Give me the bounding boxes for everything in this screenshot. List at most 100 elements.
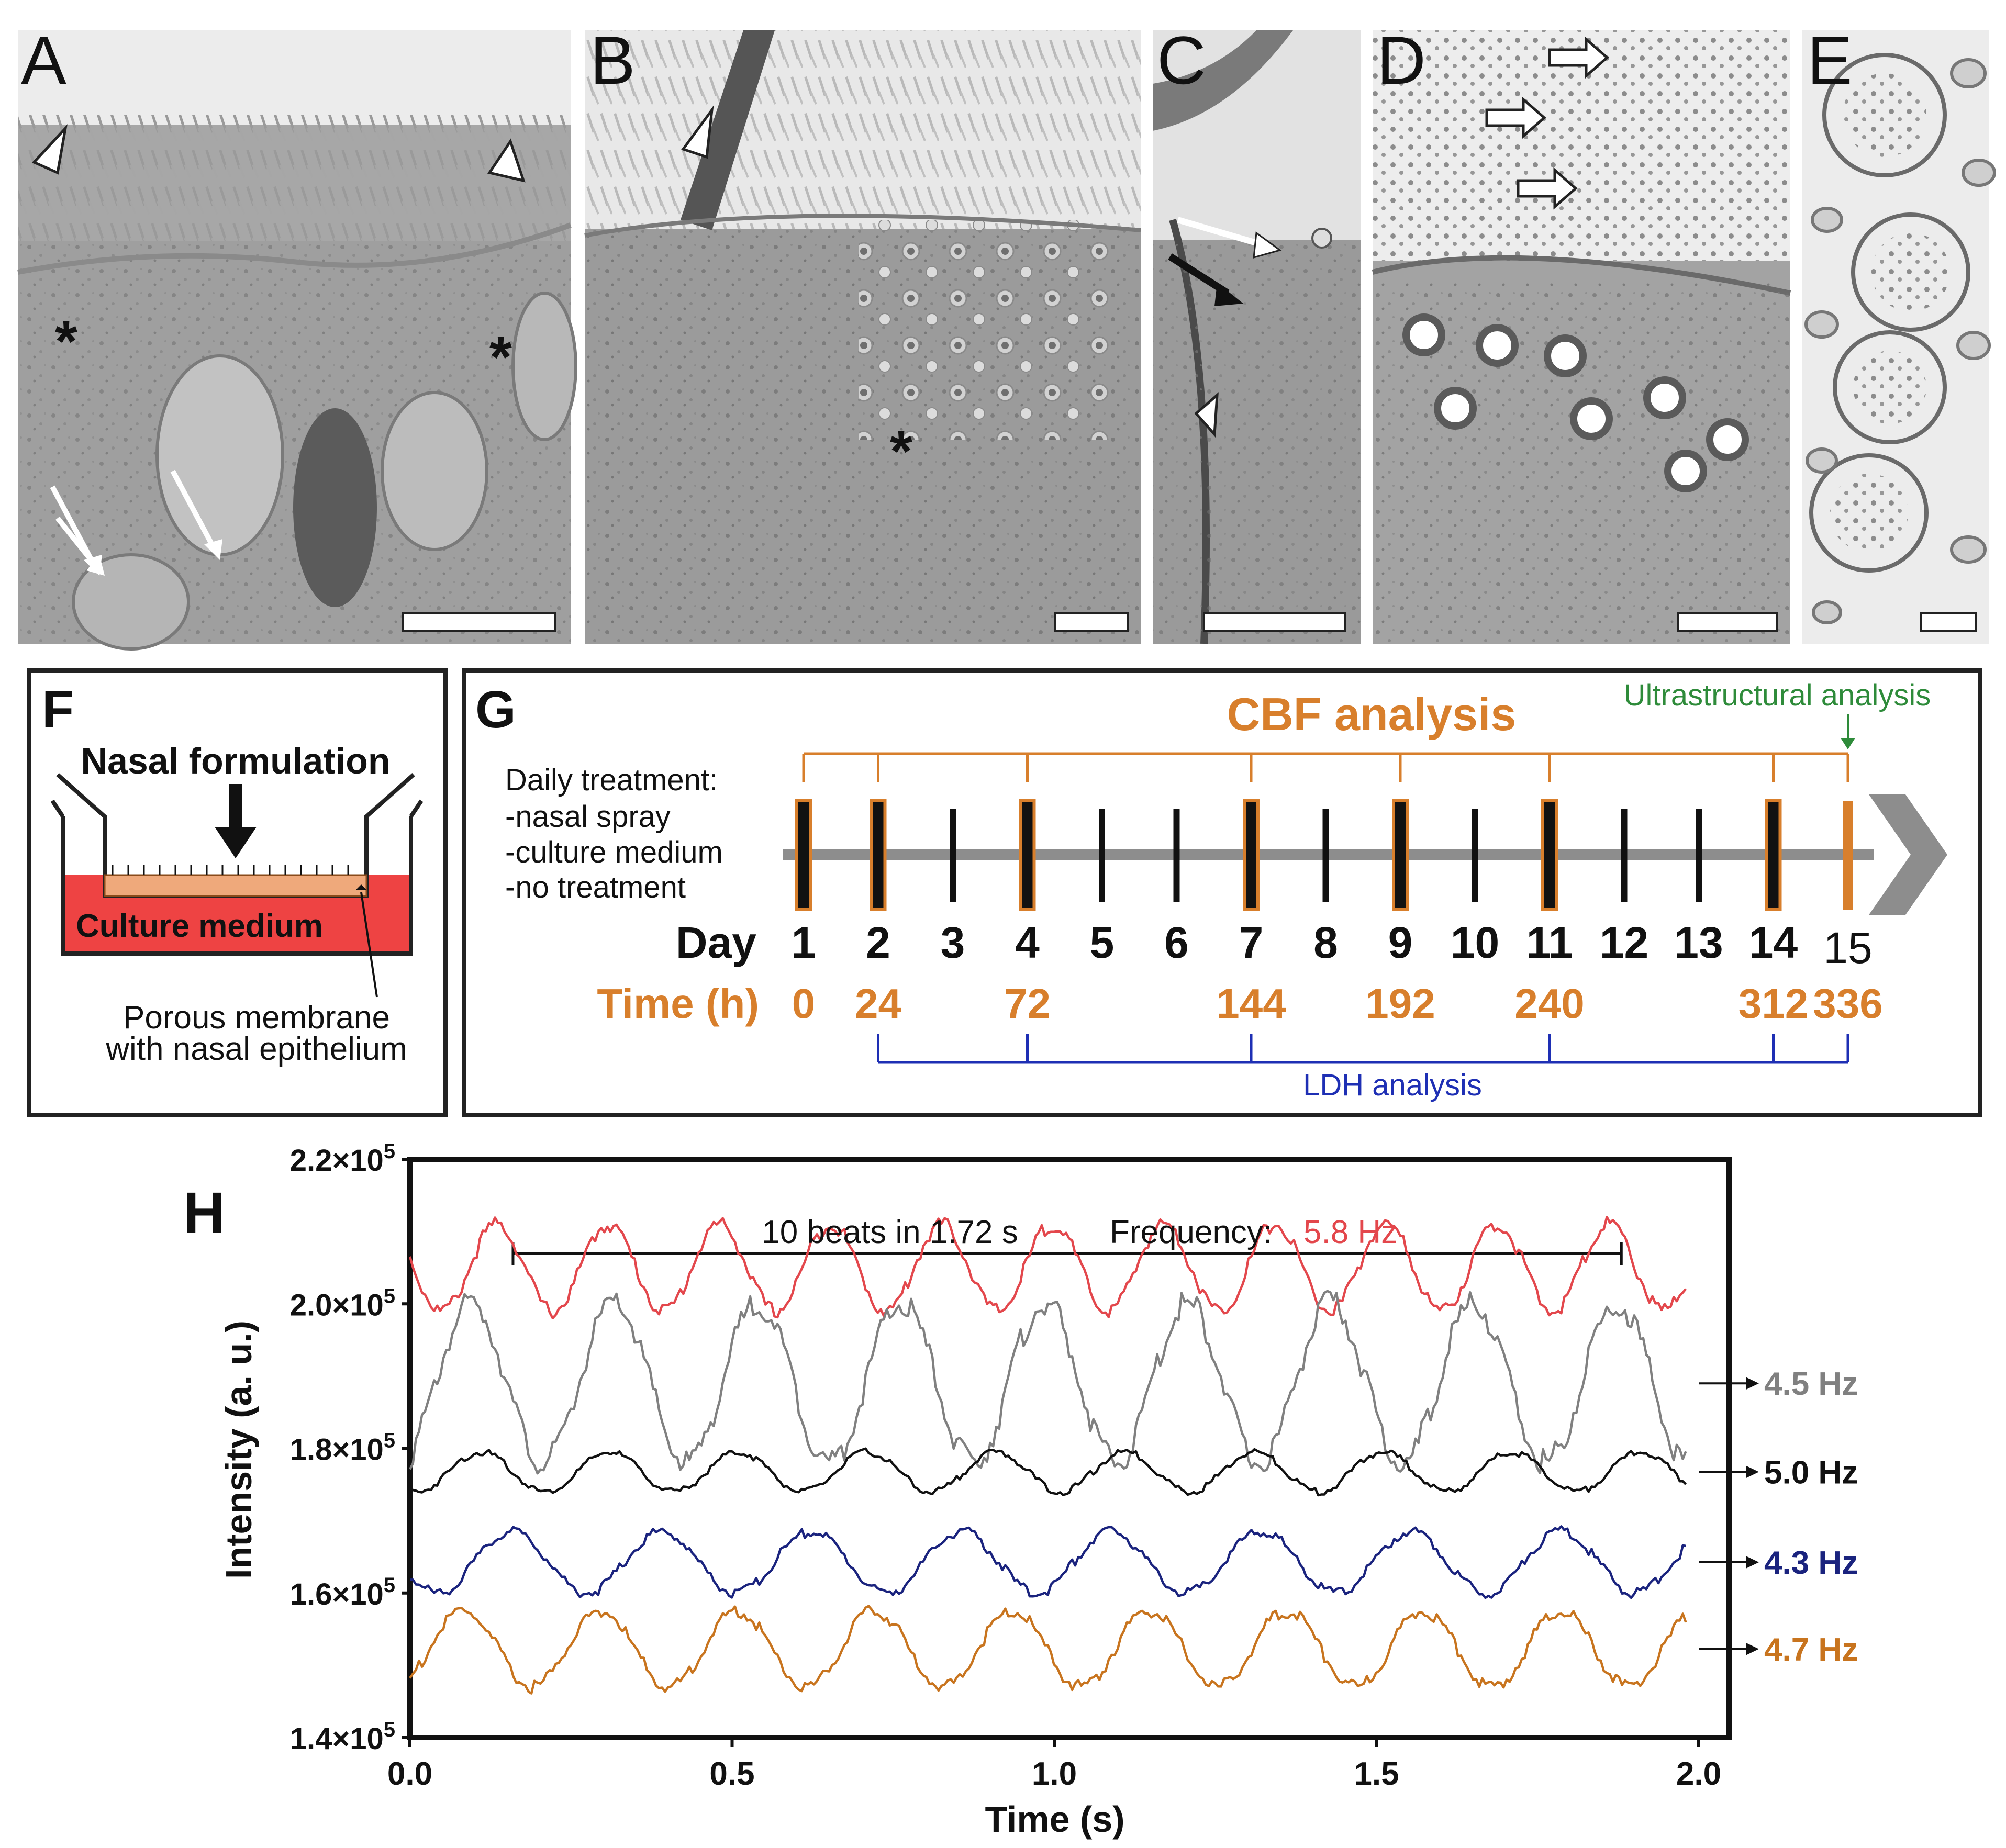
scale-bar xyxy=(402,612,556,632)
day-number: 14 xyxy=(1749,918,1798,967)
series-frequency-label: 4.7 Hz xyxy=(1764,1632,1858,1668)
day-bar xyxy=(1099,809,1105,902)
y-axis-label: Intensity (a. u.) xyxy=(218,1320,259,1579)
day-number: 8 xyxy=(1313,918,1338,967)
time-label: Time (h) xyxy=(597,980,759,1027)
frequency-label: Frequency: xyxy=(1110,1214,1272,1250)
ldh-analysis-label: LDH analysis xyxy=(1303,1068,1482,1102)
day-bar-cbf xyxy=(1392,799,1409,911)
micrograph-panel-d: D xyxy=(1372,22,1791,644)
asterisk-marker: * xyxy=(489,325,512,389)
panel-letter-b: B xyxy=(590,22,636,98)
day-bar xyxy=(950,809,956,902)
day-bar-final xyxy=(1843,801,1853,910)
micrograph-panel-b: B * xyxy=(584,22,1141,644)
day-number: 1 xyxy=(792,918,816,967)
y-tick-label: 2.2×105 xyxy=(290,1140,395,1178)
time-hours: 336 xyxy=(1813,980,1882,1027)
micrograph-panel-c: C xyxy=(1153,22,1361,644)
time-hours: 144 xyxy=(1216,980,1286,1027)
series-line xyxy=(409,1447,1687,1497)
time-hours: 192 xyxy=(1365,980,1435,1027)
micrograph-panel-e: E xyxy=(1802,22,1996,644)
treatment-line: Daily treatment: xyxy=(505,763,718,797)
day-bar-cbf xyxy=(1019,799,1036,911)
cbf-analysis-label: CBF analysis xyxy=(1227,688,1517,740)
pointer-arrowhead xyxy=(1746,1556,1759,1569)
pointer-arrowhead xyxy=(1746,1465,1759,1479)
membrane-epithelium xyxy=(104,874,367,897)
panel-letter-g: G xyxy=(475,680,516,739)
time-hours: 312 xyxy=(1738,980,1808,1027)
series-line xyxy=(409,1290,1687,1475)
treatment-line: -nasal spray xyxy=(505,800,671,834)
ultrastructural-arrowhead xyxy=(1841,738,1855,749)
scale-bar xyxy=(1920,612,1977,632)
day-bar xyxy=(1621,809,1628,902)
series-line xyxy=(408,1215,1687,1319)
panel-f-culture-schematic: F Nasal formulation Culture medium Porou… xyxy=(27,668,448,1117)
day-number: 6 xyxy=(1164,918,1189,967)
day-number: 5 xyxy=(1090,918,1115,967)
day-label: Day xyxy=(676,918,756,967)
time-hours: 0 xyxy=(792,980,816,1027)
membrane-label-line1: Porous membrane xyxy=(123,1000,390,1036)
panel-h-chart: H 1.4×105 1.6×105 1.8×105 2.0×105 2.2×105 0.0… xyxy=(183,1140,1858,1840)
y-tick-label: 2.0×105 xyxy=(290,1284,395,1322)
day-bar-cbf xyxy=(1765,799,1782,911)
x-tick-label: 1.0 xyxy=(1032,1756,1077,1792)
asterisk-marker: * xyxy=(55,309,77,374)
day-number: 2 xyxy=(866,918,890,967)
day-bar xyxy=(1322,809,1329,902)
timeline-arrow-icon xyxy=(1869,794,1947,915)
down-arrow-icon xyxy=(215,827,257,858)
panel-letter-h: H xyxy=(183,1181,225,1245)
treatment-line: -culture medium xyxy=(505,835,723,869)
beats-annotation: 10 beats in 1.72 s xyxy=(762,1214,1018,1250)
day-number: 4 xyxy=(1015,918,1040,967)
scale-bar xyxy=(1054,612,1129,632)
series-frequency-label: 4.5 Hz xyxy=(1764,1366,1858,1402)
pointer-arrowhead xyxy=(1746,1642,1759,1655)
day-bar-cbf xyxy=(795,799,812,911)
pointer-arrowhead xyxy=(1746,1377,1759,1390)
scale-bar xyxy=(1677,612,1778,632)
time-hours: 240 xyxy=(1514,980,1584,1027)
micrograph-panel-a: A * * xyxy=(17,22,577,651)
membrane-label-line2: with nasal epithelium xyxy=(105,1031,407,1067)
formulation-label: Nasal formulation xyxy=(81,741,390,781)
panel-g-timeline: G CBF analysis Ultrastructural analysis … xyxy=(462,668,1982,1117)
day-bar xyxy=(1173,809,1180,902)
series-frequency-label: 4.3 Hz xyxy=(1764,1545,1858,1581)
x-tick-label: 1.5 xyxy=(1354,1756,1399,1792)
panel-letter-c: C xyxy=(1157,22,1206,98)
asterisk-marker: * xyxy=(890,419,912,484)
x-tick-label: 0.0 xyxy=(387,1756,432,1792)
ultrastructural-analysis-label: Ultrastructural analysis xyxy=(1624,678,1931,712)
treatment-line: -no treatment xyxy=(505,870,686,904)
y-tick-label: 1.4×105 xyxy=(290,1718,395,1756)
day-number: 12 xyxy=(1600,918,1648,967)
culture-medium-label: Culture medium xyxy=(76,908,323,944)
scale-bar xyxy=(1203,612,1346,632)
x-tick-label: 2.0 xyxy=(1676,1756,1721,1792)
day-bar xyxy=(1472,809,1478,902)
day-number: 10 xyxy=(1451,918,1499,967)
time-hours: 24 xyxy=(855,980,901,1027)
y-tick-label: 1.6×105 xyxy=(290,1574,395,1611)
panel-letter-e: E xyxy=(1807,22,1853,98)
x-tick-label: 0.5 xyxy=(709,1756,754,1792)
day-number: 11 xyxy=(1526,918,1573,967)
day-number: 7 xyxy=(1239,918,1264,967)
series-line xyxy=(410,1525,1686,1599)
day-bar xyxy=(1696,809,1702,902)
panel-letter-a: A xyxy=(21,22,66,98)
day-number: 9 xyxy=(1388,918,1413,967)
day-number: 3 xyxy=(941,918,965,967)
day-bar-cbf xyxy=(1541,799,1558,911)
y-tick-label: 1.8×105 xyxy=(290,1429,395,1467)
day-number: 15 xyxy=(1823,923,1872,972)
day-number: 13 xyxy=(1674,918,1723,967)
panel-letter-d: D xyxy=(1377,22,1426,98)
